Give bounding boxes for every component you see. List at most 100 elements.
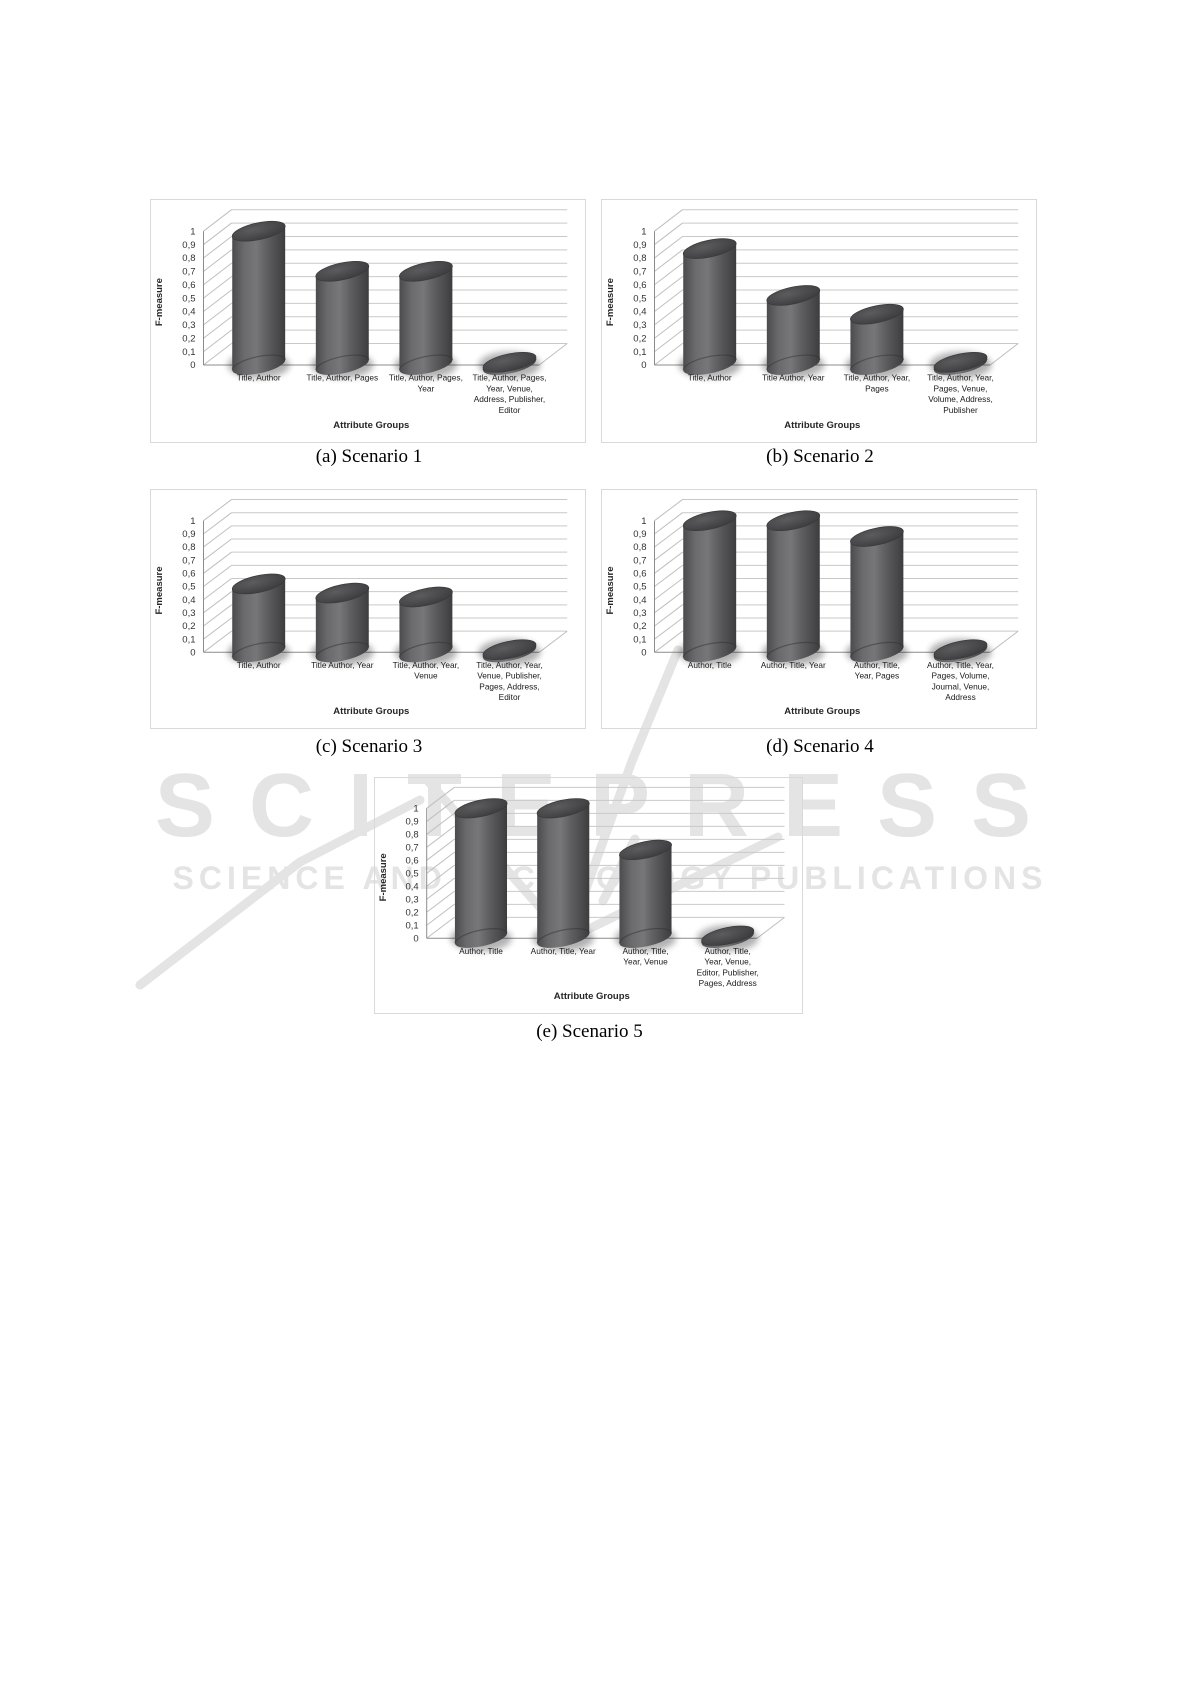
svg-text:Title, Author, Pages,: Title, Author, Pages, — [473, 373, 547, 383]
svg-text:0,5: 0,5 — [182, 293, 195, 304]
svg-text:0,6: 0,6 — [405, 856, 418, 867]
svg-text:0,3: 0,3 — [405, 895, 418, 906]
svg-text:0,8: 0,8 — [405, 830, 418, 841]
svg-text:0,7: 0,7 — [182, 267, 195, 278]
svg-text:F-measure: F-measure — [154, 278, 165, 326]
svg-text:0,1: 0,1 — [182, 347, 195, 358]
svg-text:Journal, Venue,: Journal, Venue, — [932, 681, 990, 691]
svg-text:0,8: 0,8 — [182, 253, 195, 264]
svg-text:Title, Author: Title, Author — [237, 660, 281, 670]
svg-text:Publisher: Publisher — [943, 405, 978, 415]
svg-text:0,8: 0,8 — [633, 542, 646, 553]
svg-text:0,4: 0,4 — [405, 882, 418, 893]
svg-text:0,4: 0,4 — [182, 595, 195, 606]
svg-text:Attribute Groups: Attribute Groups — [333, 420, 409, 431]
svg-text:0,5: 0,5 — [405, 869, 418, 880]
svg-text:0,1: 0,1 — [182, 634, 195, 645]
svg-text:0,9: 0,9 — [405, 817, 418, 828]
svg-text:0,5: 0,5 — [633, 293, 646, 304]
svg-text:Pages, Venue,: Pages, Venue, — [934, 383, 988, 393]
svg-text:Pages, Address: Pages, Address — [699, 978, 757, 988]
svg-text:0,7: 0,7 — [633, 267, 646, 278]
svg-text:0,8: 0,8 — [633, 253, 646, 264]
svg-text:0,9: 0,9 — [182, 240, 195, 251]
svg-text:0,8: 0,8 — [182, 542, 195, 553]
svg-text:Title, Author, Pages: Title, Author, Pages — [306, 373, 378, 383]
svg-text:Attribute Groups: Attribute Groups — [784, 706, 860, 717]
svg-text:Address: Address — [945, 692, 975, 702]
svg-text:Author, Title,: Author, Title, — [622, 946, 668, 956]
svg-text:0,9: 0,9 — [633, 529, 646, 540]
svg-text:Pages, Address,: Pages, Address, — [479, 681, 539, 691]
svg-text:Volume, Address,: Volume, Address, — [928, 394, 993, 404]
svg-text:Author, Title, Year,: Author, Title, Year, — [927, 660, 994, 670]
svg-text:1: 1 — [413, 804, 418, 815]
svg-text:Author, Title, Year: Author, Title, Year — [531, 946, 596, 956]
svg-text:Title, Author: Title, Author — [237, 373, 281, 383]
svg-text:0,7: 0,7 — [405, 843, 418, 854]
svg-text:0: 0 — [190, 648, 195, 659]
svg-text:0,3: 0,3 — [182, 320, 195, 331]
svg-text:0: 0 — [641, 360, 646, 371]
svg-text:Attribute Groups: Attribute Groups — [333, 706, 409, 717]
svg-text:Year, Venue,: Year, Venue, — [486, 383, 533, 393]
svg-text:0,4: 0,4 — [182, 307, 195, 318]
svg-text:Editor: Editor — [499, 405, 521, 415]
svg-text:0,6: 0,6 — [633, 280, 646, 291]
svg-text:F-measure: F-measure — [605, 278, 616, 326]
svg-text:Author, Title, Year: Author, Title, Year — [761, 660, 826, 670]
svg-text:0,4: 0,4 — [633, 307, 646, 318]
svg-text:1: 1 — [641, 516, 646, 527]
svg-text:Author, Title: Author, Title — [459, 946, 503, 956]
svg-text:Title Author, Year: Title Author, Year — [311, 660, 374, 670]
svg-text:0: 0 — [413, 934, 418, 945]
svg-text:Pages, Volume,: Pages, Volume, — [931, 671, 989, 681]
svg-text:F-measure: F-measure — [154, 566, 165, 614]
svg-text:0,3: 0,3 — [182, 608, 195, 619]
svg-text:Attribute Groups: Attribute Groups — [784, 420, 860, 431]
svg-text:Title, Author, Year,: Title, Author, Year, — [393, 660, 460, 670]
svg-text:Address, Publisher,: Address, Publisher, — [474, 394, 545, 404]
svg-text:Editor, Publisher,: Editor, Publisher, — [697, 967, 759, 977]
svg-text:Title, Author: Title, Author — [688, 373, 732, 383]
svg-text:Title, Author, Year,: Title, Author, Year, — [927, 373, 994, 383]
svg-text:F-measure: F-measure — [378, 853, 389, 901]
svg-text:Author, Title,: Author, Title, — [854, 660, 900, 670]
svg-text:Title, Author, Pages,: Title, Author, Pages, — [389, 373, 463, 383]
svg-text:0,9: 0,9 — [182, 529, 195, 540]
svg-text:Author, Title,: Author, Title, — [705, 946, 751, 956]
svg-text:Year, Venue,: Year, Venue, — [704, 957, 751, 967]
svg-text:Title, Author, Year,: Title, Author, Year, — [476, 660, 543, 670]
svg-text:0,3: 0,3 — [633, 320, 646, 331]
svg-text:Title Author, Year: Title Author, Year — [762, 373, 825, 383]
svg-text:0,2: 0,2 — [633, 333, 646, 344]
svg-text:Attribute Groups: Attribute Groups — [554, 991, 630, 1002]
svg-text:Author, Title: Author, Title — [688, 660, 732, 670]
svg-text:Editor: Editor — [499, 692, 521, 702]
svg-text:0,6: 0,6 — [182, 569, 195, 580]
svg-text:0,4: 0,4 — [633, 595, 646, 606]
svg-text:Year, Venue: Year, Venue — [623, 957, 668, 967]
svg-text:0,2: 0,2 — [182, 333, 195, 344]
svg-text:0,3: 0,3 — [633, 608, 646, 619]
svg-text:Year, Pages: Year, Pages — [855, 671, 899, 681]
svg-text:0,5: 0,5 — [633, 582, 646, 593]
svg-text:0,5: 0,5 — [182, 582, 195, 593]
svg-text:F-measure: F-measure — [605, 566, 616, 614]
svg-text:0: 0 — [641, 648, 646, 659]
svg-text:1: 1 — [641, 226, 646, 237]
svg-text:Title, Author, Year,: Title, Author, Year, — [844, 373, 911, 383]
svg-text:1: 1 — [190, 516, 195, 527]
svg-text:1: 1 — [190, 226, 195, 237]
svg-text:0,7: 0,7 — [633, 555, 646, 566]
svg-text:0,2: 0,2 — [182, 621, 195, 632]
svg-text:Pages: Pages — [865, 383, 889, 393]
svg-text:0,2: 0,2 — [405, 908, 418, 919]
svg-text:0,9: 0,9 — [633, 240, 646, 251]
svg-text:0,7: 0,7 — [182, 555, 195, 566]
svg-text:Year: Year — [418, 383, 435, 393]
svg-text:0,1: 0,1 — [633, 347, 646, 358]
svg-text:0,1: 0,1 — [405, 921, 418, 932]
svg-text:0: 0 — [190, 360, 195, 371]
svg-text:0,1: 0,1 — [633, 634, 646, 645]
